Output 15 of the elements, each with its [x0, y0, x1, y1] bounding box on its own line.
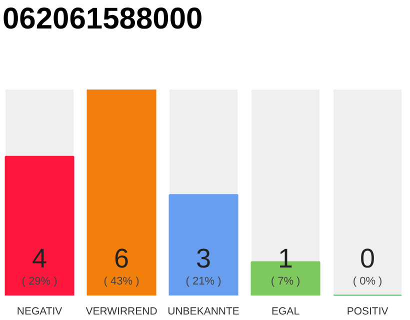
x-tick-label: UNBEKANNTE: [168, 306, 240, 318]
chart-title: 062061588000: [2, 2, 203, 36]
annotation: 4: [32, 244, 48, 274]
x-tick-label: NEGATIV: [16, 306, 62, 318]
data-label: ( 29% ): [22, 276, 58, 288]
data-label: ( 21% ): [186, 276, 222, 288]
data-label: ( 43% ): [104, 276, 140, 288]
x-tick-label: POSITIV: [346, 306, 388, 318]
annotation: 3: [196, 244, 212, 274]
data-label: ( 0% ): [352, 276, 382, 288]
x-tick-label: VERWIRREND: [86, 306, 158, 318]
data-label: ( 7% ): [270, 276, 300, 288]
annotation: 6: [114, 244, 130, 274]
annotation: 0: [360, 244, 376, 274]
x-tick-label: EGAL: [272, 306, 300, 318]
